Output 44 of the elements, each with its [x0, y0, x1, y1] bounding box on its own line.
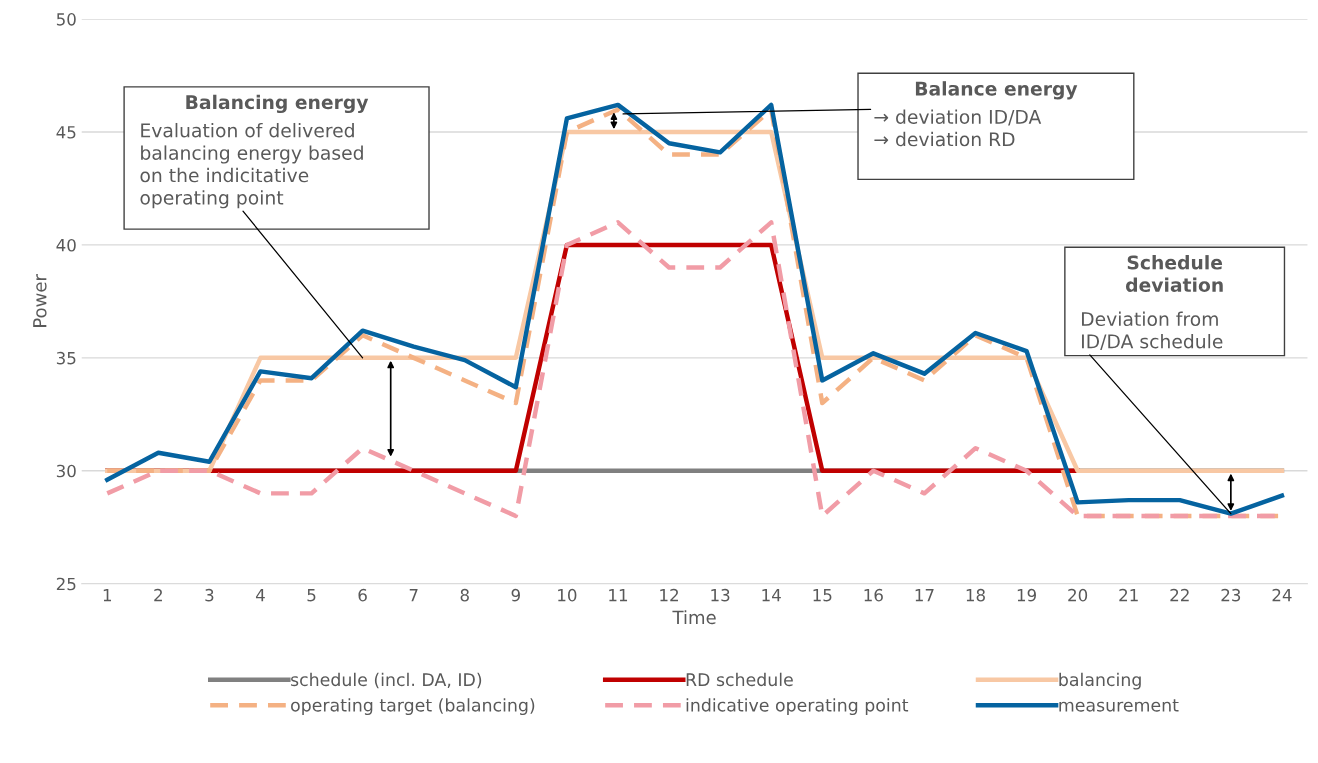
x-tick-label: 3: [205, 588, 214, 602]
x-tick-label: 9: [511, 588, 520, 602]
x-tick-label: 19: [1017, 588, 1036, 602]
x-tick-label: 13: [711, 588, 730, 602]
y-tick-label: 35: [56, 351, 76, 365]
annotation: Schedule deviation: [1125, 255, 1223, 293]
annotation: Deviation from ID/DA schedule: [1082, 311, 1223, 350]
x-tick-label: 16: [864, 588, 883, 602]
legend-label: measurement: [1059, 699, 1179, 712]
y-tick-label: 45: [56, 126, 76, 139]
x-tick-label: 8: [460, 588, 469, 602]
legend-label: schedule (incl. DA, ID): [291, 672, 482, 689]
y-tick-label: 50: [56, 13, 76, 26]
x-axis-title: Time: [672, 610, 716, 625]
x-tick-label: 7: [409, 589, 418, 602]
y-tick-label: 30: [56, 464, 76, 478]
x-tick-label: 14: [762, 589, 781, 602]
x-tick-label: 15: [813, 589, 832, 602]
x-tick-label: 22: [1170, 588, 1189, 602]
x-tick-label: 6: [358, 588, 367, 602]
legend-label: operating target (balancing): [291, 698, 535, 716]
y-tick-label: 40: [56, 238, 76, 252]
x-tick-label: 1: [103, 589, 112, 602]
legend-label: balancing: [1059, 672, 1141, 690]
x-tick-label: 12: [660, 588, 678, 602]
annotation: Evaluation of delivered balancing energy based on the indicitative operating point: [140, 122, 363, 209]
x-tick-label: 20: [1068, 588, 1088, 602]
annotation: Balancing energy: [186, 94, 369, 114]
x-tick-label: 17: [915, 589, 934, 602]
x-tick-label: 24: [1272, 588, 1292, 602]
x-tick-label: 10: [558, 588, 577, 602]
annotation: Balance energy: [915, 81, 1078, 100]
x-tick-label: 23: [1221, 588, 1241, 602]
x-tick-label: 4: [255, 589, 265, 602]
x-tick-label: 5: [307, 589, 316, 602]
legend-label: RD schedule: [686, 672, 793, 687]
x-tick-label: 11: [609, 589, 628, 602]
legend-label: indicative operating point: [686, 698, 909, 716]
y-axis-title: Power: [33, 274, 47, 327]
y-tick-label: 25: [56, 577, 76, 591]
x-tick-label: 21: [1119, 588, 1138, 602]
x-tick-label: 18: [966, 588, 985, 602]
annotation: → deviation ID/DA → deviation RD: [874, 109, 1042, 147]
x-tick-label: 2: [154, 588, 162, 602]
